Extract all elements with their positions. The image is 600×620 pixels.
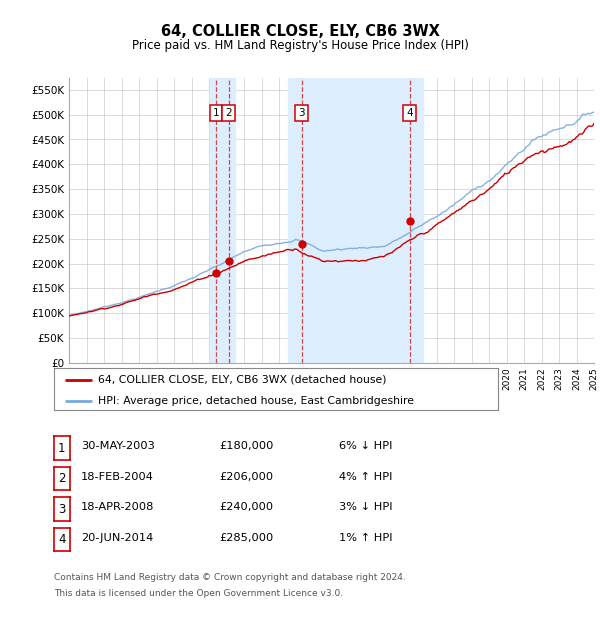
Text: £180,000: £180,000 xyxy=(219,441,274,451)
Text: 20-JUN-2014: 20-JUN-2014 xyxy=(81,533,153,542)
Text: 1: 1 xyxy=(213,108,220,118)
Text: 6% ↓ HPI: 6% ↓ HPI xyxy=(339,441,392,451)
Text: £240,000: £240,000 xyxy=(219,502,273,512)
Text: 3: 3 xyxy=(58,503,65,515)
Text: 3: 3 xyxy=(298,108,305,118)
Bar xyxy=(288,78,422,363)
Text: 4% ↑ HPI: 4% ↑ HPI xyxy=(339,472,392,482)
Text: HPI: Average price, detached house, East Cambridgeshire: HPI: Average price, detached house, East… xyxy=(98,396,415,406)
Text: 4: 4 xyxy=(58,533,65,546)
Text: 64, COLLIER CLOSE, ELY, CB6 3WX (detached house): 64, COLLIER CLOSE, ELY, CB6 3WX (detache… xyxy=(98,374,387,384)
Text: Contains HM Land Registry data © Crown copyright and database right 2024.: Contains HM Land Registry data © Crown c… xyxy=(54,573,406,582)
Text: This data is licensed under the Open Government Licence v3.0.: This data is licensed under the Open Gov… xyxy=(54,589,343,598)
Text: 3% ↓ HPI: 3% ↓ HPI xyxy=(339,502,392,512)
Bar xyxy=(210,78,222,363)
Text: £206,000: £206,000 xyxy=(219,472,273,482)
Text: 30-MAY-2003: 30-MAY-2003 xyxy=(81,441,155,451)
Text: 1% ↑ HPI: 1% ↑ HPI xyxy=(339,533,392,542)
Text: 2: 2 xyxy=(58,472,65,485)
Text: 18-APR-2008: 18-APR-2008 xyxy=(81,502,154,512)
Text: 64, COLLIER CLOSE, ELY, CB6 3WX: 64, COLLIER CLOSE, ELY, CB6 3WX xyxy=(161,24,439,38)
Text: 2: 2 xyxy=(225,108,232,118)
Text: 18-FEB-2004: 18-FEB-2004 xyxy=(81,472,154,482)
Text: £285,000: £285,000 xyxy=(219,533,273,542)
Text: Price paid vs. HM Land Registry's House Price Index (HPI): Price paid vs. HM Land Registry's House … xyxy=(131,39,469,52)
Text: 1: 1 xyxy=(58,442,65,454)
Bar xyxy=(223,78,235,363)
Text: 4: 4 xyxy=(406,108,413,118)
